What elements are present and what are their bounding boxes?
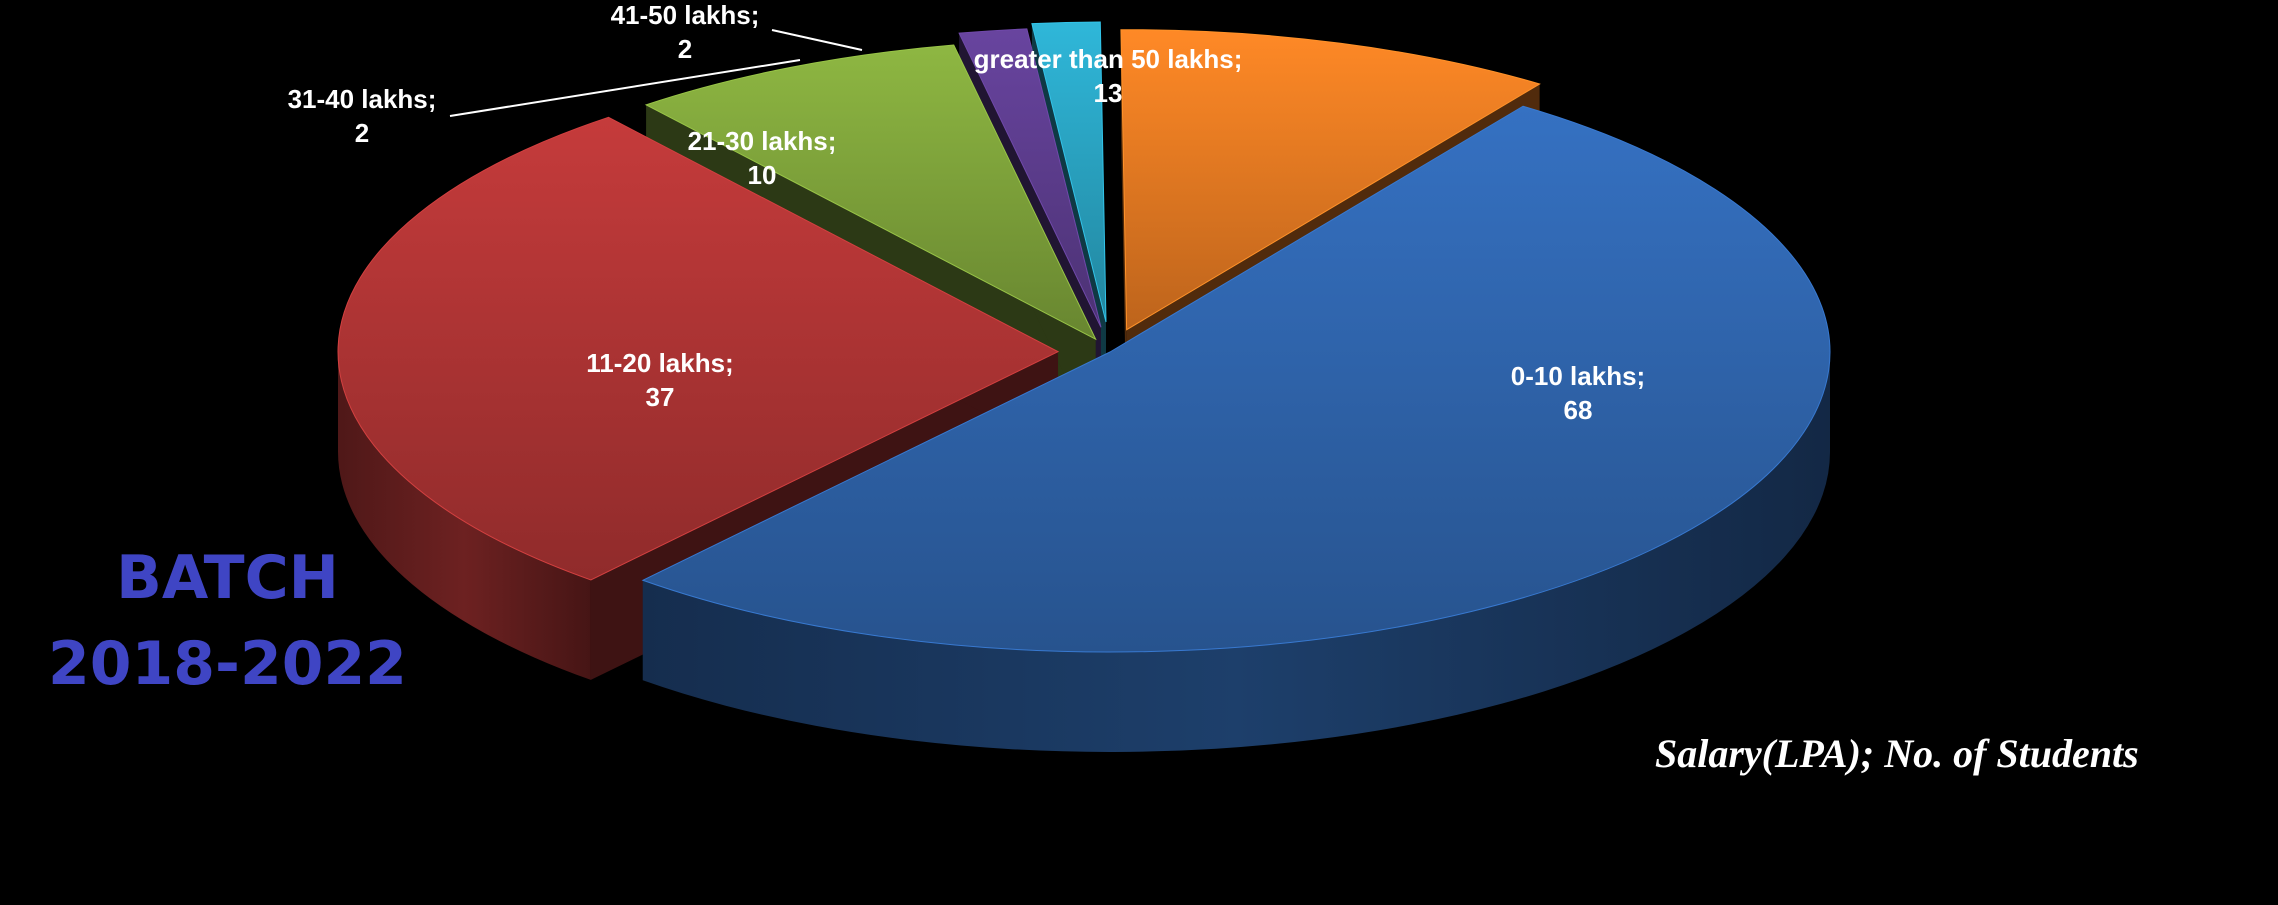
pie-slice-top <box>1031 21 1107 323</box>
data-label-value: 2 <box>678 34 692 64</box>
data-label-value: 13 <box>1094 78 1123 108</box>
data-label-value: 10 <box>748 160 777 190</box>
data-label-name: 11-20 lakhs; <box>586 348 733 378</box>
pie-slice-0-10-lakhs <box>641 105 1831 752</box>
pie-slice-top <box>644 44 1097 341</box>
data-label-value: 2 <box>355 118 369 148</box>
data-label-name: 0-10 lakhs; <box>1511 361 1645 391</box>
pie-slice-top <box>641 105 1831 653</box>
data-label-name: 41-50 lakhs; <box>611 0 760 30</box>
pie-slice-top <box>958 28 1102 328</box>
batch-title: BATCH 2018-2022 <box>40 535 415 707</box>
data-label-value: 68 <box>1564 395 1593 425</box>
pie-slice-top <box>1120 29 1541 331</box>
data-labels: 0-10 lakhs; 68 11-20 lakhs; 37 21-30 lakhs; 1… <box>288 0 1646 425</box>
pie-slice-top <box>337 116 1060 581</box>
pie-slice-rim <box>642 352 1830 752</box>
data-label-name: greater than 50 lakhs; <box>974 44 1243 74</box>
leader-line <box>449 59 801 117</box>
batch-title-line2: 2018-2022 <box>48 629 407 699</box>
chart-caption: Salary(LPA); No. of Students <box>1655 731 2139 776</box>
data-label-value: 37 <box>646 382 675 412</box>
leader-line <box>771 29 863 51</box>
pie-slices <box>337 21 1831 752</box>
leader-lines <box>449 29 863 117</box>
pie-slice-rim <box>338 351 591 680</box>
data-label-name: 21-30 lakhs; <box>688 126 837 156</box>
batch-title-line1: BATCH <box>116 543 339 613</box>
data-label-name: 31-40 lakhs; <box>288 84 437 114</box>
